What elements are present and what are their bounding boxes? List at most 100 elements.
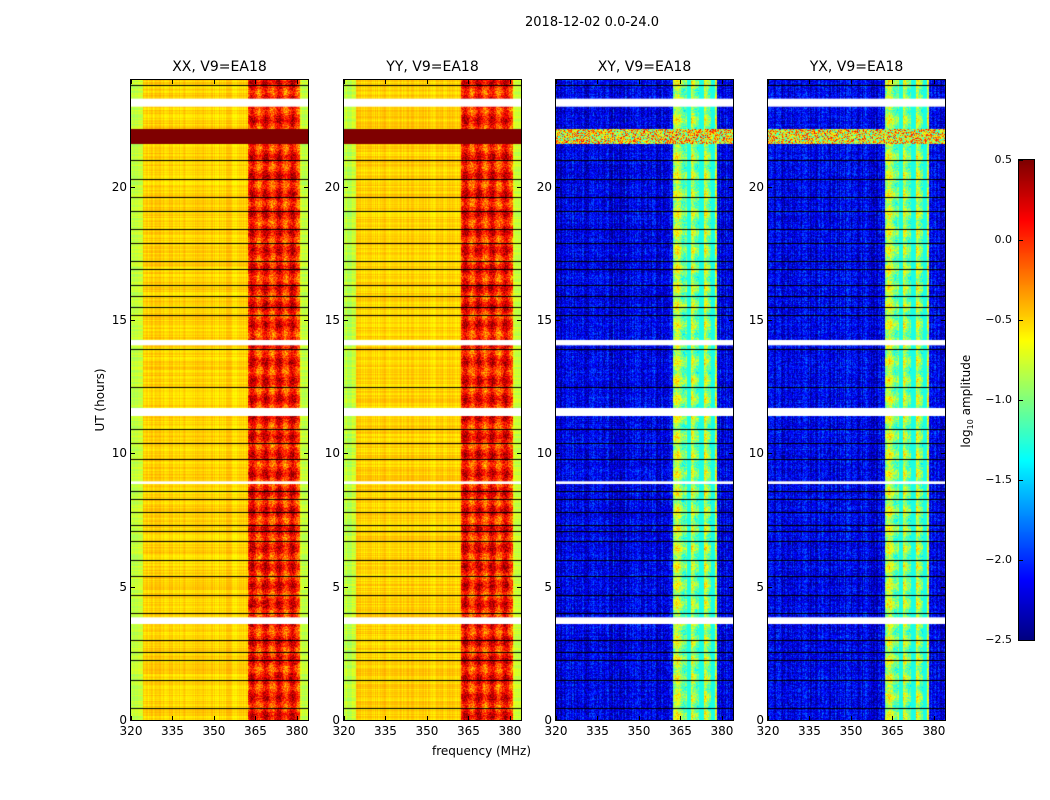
colorbar-tick-label: −2.0	[985, 553, 1012, 566]
x-tick	[680, 716, 682, 720]
heatmap-yy	[344, 80, 521, 720]
x-tick-label: 320	[119, 724, 143, 738]
colorbar-tick	[1019, 160, 1023, 161]
y-tick-label: 5	[332, 579, 340, 594]
y-tick	[131, 586, 135, 588]
x-tick	[172, 80, 174, 84]
x-tick-label: 365	[669, 724, 692, 738]
y-tick	[556, 453, 560, 455]
y-tick-label: 5	[544, 579, 552, 594]
heatmap-xx	[131, 80, 308, 720]
x-tick	[809, 80, 811, 84]
x-tick	[933, 80, 935, 84]
y-tick	[729, 720, 733, 721]
y-tick	[131, 186, 135, 188]
y-tick	[556, 320, 560, 321]
panel-title: YX, V9=EA18	[809, 59, 904, 75]
y-axis-label: UT (hours)	[93, 368, 107, 432]
x-tick-label: 380	[710, 724, 734, 738]
y-tick-label: 10	[536, 446, 552, 461]
x-tick-label: 320	[756, 724, 780, 738]
x-tick	[892, 80, 894, 84]
colorbar-tick	[1019, 400, 1023, 401]
x-tick	[597, 716, 599, 720]
x-tick-label: 365	[244, 724, 267, 738]
y-tick-label: 15	[324, 313, 340, 327]
x-tick	[850, 716, 852, 720]
y-tick	[941, 453, 945, 455]
y-tick	[517, 453, 521, 455]
x-tick	[344, 716, 345, 720]
colorbar-tick	[1019, 560, 1023, 561]
x-tick-label: 335	[374, 724, 397, 738]
x-tick	[344, 80, 345, 84]
x-tick	[296, 716, 298, 720]
y-tick-label: 5	[119, 579, 127, 594]
y-tick-label: 15	[748, 313, 764, 327]
x-tick-label: 350	[202, 724, 226, 738]
x-axis-label: frequency (MHz)	[432, 744, 532, 758]
x-tick	[509, 716, 511, 720]
x-tick	[556, 80, 557, 84]
x-tick	[638, 716, 640, 720]
x-tick	[556, 716, 557, 720]
y-tick	[344, 720, 348, 721]
x-tick	[131, 80, 132, 84]
y-tick	[517, 320, 521, 321]
x-tick	[933, 716, 935, 720]
x-tick-label: 380	[285, 724, 309, 738]
x-tick	[172, 716, 174, 720]
y-tick	[517, 586, 521, 588]
x-tick	[597, 80, 599, 84]
y-tick-label: 0	[332, 713, 340, 727]
x-tick-label: 350	[839, 724, 863, 738]
x-tick-label: 335	[161, 724, 184, 738]
y-tick	[131, 453, 135, 455]
y-tick	[131, 720, 135, 721]
y-tick	[344, 186, 348, 188]
x-tick	[892, 716, 894, 720]
y-tick	[344, 320, 348, 321]
x-tick	[468, 716, 470, 720]
x-tick-label: 350	[627, 724, 651, 738]
x-tick	[721, 716, 723, 720]
y-tick	[729, 586, 733, 588]
y-tick-label: 0	[544, 713, 552, 727]
y-tick-label: 0	[119, 713, 127, 727]
y-tick	[729, 186, 733, 188]
y-tick	[304, 453, 308, 455]
y-tick-label: 5	[756, 579, 764, 594]
x-tick	[809, 716, 811, 720]
y-tick	[941, 186, 945, 188]
y-tick	[556, 586, 560, 588]
x-tick	[385, 80, 387, 84]
x-tick	[296, 80, 298, 84]
x-tick	[426, 716, 428, 720]
colorbar-tick-label: −1.5	[985, 473, 1012, 486]
y-tick	[729, 453, 733, 455]
y-tick	[304, 586, 308, 588]
y-tick	[344, 453, 348, 455]
colorbar-tick-label: −0.5	[985, 313, 1012, 326]
y-tick	[517, 186, 521, 188]
y-tick-label: 10	[324, 446, 340, 461]
x-tick	[213, 80, 215, 84]
x-tick-label: 380	[498, 724, 522, 738]
y-tick	[556, 720, 560, 721]
colorbar-tick-label: −2.5	[985, 633, 1012, 646]
x-tick-label: 320	[544, 724, 568, 738]
x-tick-label: 335	[798, 724, 821, 738]
y-tick	[941, 586, 945, 588]
x-tick	[426, 80, 428, 84]
x-tick	[131, 716, 132, 720]
y-tick	[556, 186, 560, 188]
y-tick-label: 0	[756, 713, 764, 727]
heatmap-yx	[768, 80, 945, 720]
y-tick	[941, 320, 945, 321]
x-tick-label: 365	[881, 724, 904, 738]
heatmap-xy	[556, 80, 733, 720]
panel-title: YY, V9=EA18	[386, 59, 479, 75]
y-tick	[344, 586, 348, 588]
x-tick-label: 380	[922, 724, 946, 738]
